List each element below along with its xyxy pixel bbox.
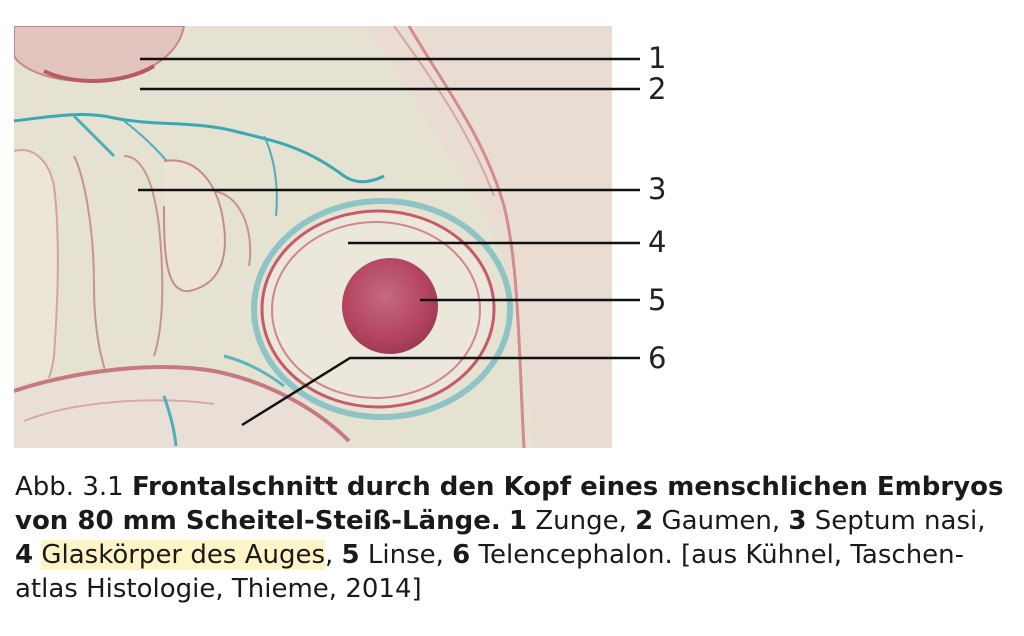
caption-line-2: von 80 mm Scheitel-Steiß-Länge. 1 Zunge,… xyxy=(15,504,1015,538)
caption-item-4-highlighted-text[interactable]: Glaskörper des Auges xyxy=(41,540,326,570)
caption-title-line2: von 80 mm Scheitel-Steiß-Länge. xyxy=(15,506,501,536)
caption-item-2-text: Gaumen, xyxy=(653,506,789,536)
figure-caption: Abb. 3.1 Frontalschnitt durch den Kopf e… xyxy=(15,470,1015,606)
caption-title-line1: Frontalschnitt durch den Kopf eines mens… xyxy=(131,472,1004,502)
histology-image xyxy=(14,26,612,448)
figure-label-6: 6 xyxy=(648,341,667,375)
caption-item-5-text: Linse, xyxy=(359,540,453,570)
caption-line-4: atlas Histologie, Thieme, 2014] xyxy=(15,574,422,604)
caption-item-6-text: Telencephalon. [aus Kühnel, Taschen- xyxy=(470,540,965,570)
caption-line-3: 4 Glaskörper des Auges, 5 Linse, 6 Telen… xyxy=(15,540,965,570)
histology-section-svg xyxy=(14,26,612,448)
caption-prefix: Abb. 3.1 xyxy=(15,472,132,502)
caption-item-1-num: 1 xyxy=(509,506,528,536)
caption-item-5-num: 5 xyxy=(341,540,360,570)
caption-item-2-num: 2 xyxy=(635,506,654,536)
figure-label-4: 4 xyxy=(648,225,667,259)
caption-item-6-num: 6 xyxy=(452,540,471,570)
label-leader-lines xyxy=(138,57,640,427)
caption-item-4-num: 4 xyxy=(15,540,34,570)
caption-line-1: Abb. 3.1 Frontalschnitt durch den Kopf e… xyxy=(15,470,1015,504)
figure-label-2: 2 xyxy=(648,72,667,106)
leader-line-6 xyxy=(241,356,640,427)
figure-label-5: 5 xyxy=(648,283,667,317)
figure-label-1: 1 xyxy=(648,41,667,75)
figure-label-3: 3 xyxy=(648,172,667,206)
caption-item-3-text: Septum nasi, xyxy=(806,506,986,536)
caption-item-1-text: Zunge, xyxy=(527,506,636,536)
caption-item-3-num: 3 xyxy=(788,506,807,536)
